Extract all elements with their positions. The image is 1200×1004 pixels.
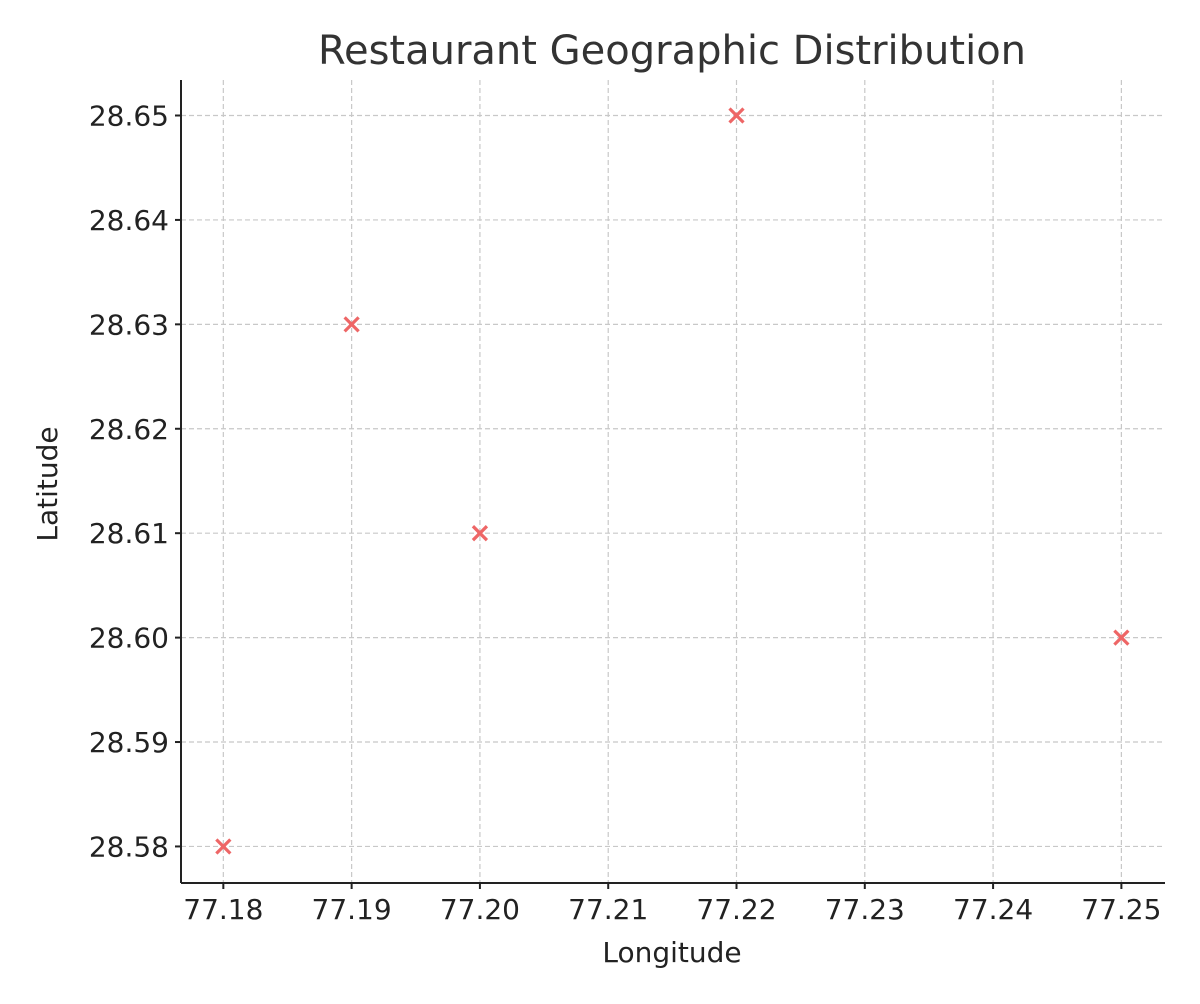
marker-stroke <box>471 525 489 542</box>
marker-stroke <box>215 838 232 855</box>
x-tick-label: 77.22 <box>696 893 776 926</box>
chart-title: Restaurant Geographic Distribution <box>318 28 1026 74</box>
x-tick-label: 77.24 <box>953 893 1033 926</box>
y-tick-label: 28.61 <box>89 517 169 550</box>
grid <box>181 80 1165 883</box>
x-tick-label: 77.20 <box>440 893 520 926</box>
y-tick-label: 28.60 <box>89 622 169 655</box>
x-tick-label: 77.21 <box>568 893 648 926</box>
x-tick-label: 77.19 <box>312 893 392 926</box>
scatter-point <box>215 838 232 855</box>
scatter-point <box>1113 629 1130 646</box>
x-tick-label: 77.18 <box>183 893 263 926</box>
y-tick-label: 28.64 <box>89 204 169 237</box>
marker-stroke <box>728 107 745 124</box>
y-tick-label: 28.59 <box>89 726 169 759</box>
scatter-point <box>343 316 360 333</box>
data-points <box>215 107 1130 855</box>
x-tick-label: 77.25 <box>1081 893 1161 926</box>
y-tick-label: 28.65 <box>89 100 169 133</box>
y-tick-label: 28.62 <box>89 413 169 446</box>
tick-labels: 77.18 77.19 77.20 77.21 77.22 77.23 77.24 77.25… <box>89 100 1162 926</box>
marker-stroke <box>1113 629 1130 646</box>
marker-stroke <box>343 316 360 333</box>
scatter-point <box>471 525 489 542</box>
y-axis-label: Latitude <box>31 426 64 541</box>
x-tick-label: 77.23 <box>825 893 905 926</box>
y-tick-label: 28.63 <box>89 308 169 341</box>
scatter-point <box>728 107 745 124</box>
axes <box>175 80 1165 889</box>
x-axis-label: Longitude <box>602 936 741 969</box>
y-tick-label: 28.58 <box>89 830 169 863</box>
